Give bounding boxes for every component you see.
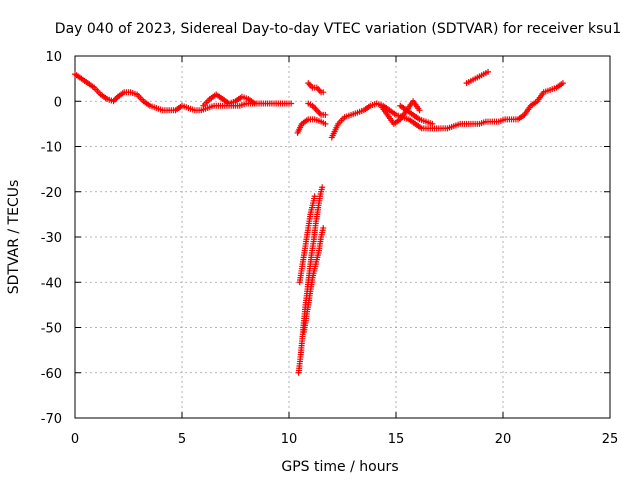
y-tick-label: -70 <box>41 412 62 427</box>
y-axis-label: SDTVAR / TECUs <box>6 180 22 295</box>
x-tick-label: 25 <box>602 432 619 447</box>
series-segment-near-11h-low <box>294 116 329 136</box>
series-segment-near-11h-upper <box>305 80 327 96</box>
series-main-trace-0-10h <box>72 71 295 114</box>
series-dip-track-b <box>296 193 318 286</box>
data-point <box>416 107 423 114</box>
y-tick-label: -20 <box>41 186 62 201</box>
series-segment-6-8h-hump <box>200 91 258 109</box>
data-point <box>288 100 295 107</box>
series-segment-15-16h <box>397 102 436 127</box>
series-dip-track-c <box>300 224 327 336</box>
x-tick-label: 5 <box>178 432 186 447</box>
data-point <box>559 80 566 87</box>
y-tick-label: 10 <box>45 50 62 65</box>
data-point <box>429 120 436 127</box>
x-tick-label: 20 <box>495 432 512 447</box>
data-point <box>322 120 329 127</box>
series-main-trace-12-23h <box>328 80 566 141</box>
data-point <box>311 193 318 200</box>
axis-ticks: 0 5 10 15 20 25 10 0 -10 -20 -30 -40 -50 -60 -70 <box>41 50 619 447</box>
x-axis-label: GPS time / hours <box>281 459 398 475</box>
chart-title: Day 040 of 2023, Sidereal Day-to-day VTE… <box>55 21 621 37</box>
data-point <box>485 68 492 75</box>
data-point <box>251 100 258 107</box>
data-point <box>320 89 327 96</box>
x-tick-label: 10 <box>281 432 298 447</box>
y-tick-label: -40 <box>41 276 62 291</box>
data-marks <box>72 68 566 376</box>
data-point <box>320 224 327 231</box>
x-tick-label: 0 <box>71 432 79 447</box>
data-point <box>319 184 326 191</box>
x-tick-label: 15 <box>388 432 405 447</box>
series-segment-near-11h-mid <box>305 100 329 118</box>
y-tick-label: 0 <box>54 95 62 110</box>
y-tick-label: -30 <box>41 231 62 246</box>
y-tick-label: -50 <box>41 322 62 337</box>
data-point <box>322 111 329 118</box>
series-segment-18-19h <box>463 68 492 87</box>
y-tick-label: -60 <box>41 367 62 382</box>
y-tick-label: -10 <box>41 141 62 156</box>
